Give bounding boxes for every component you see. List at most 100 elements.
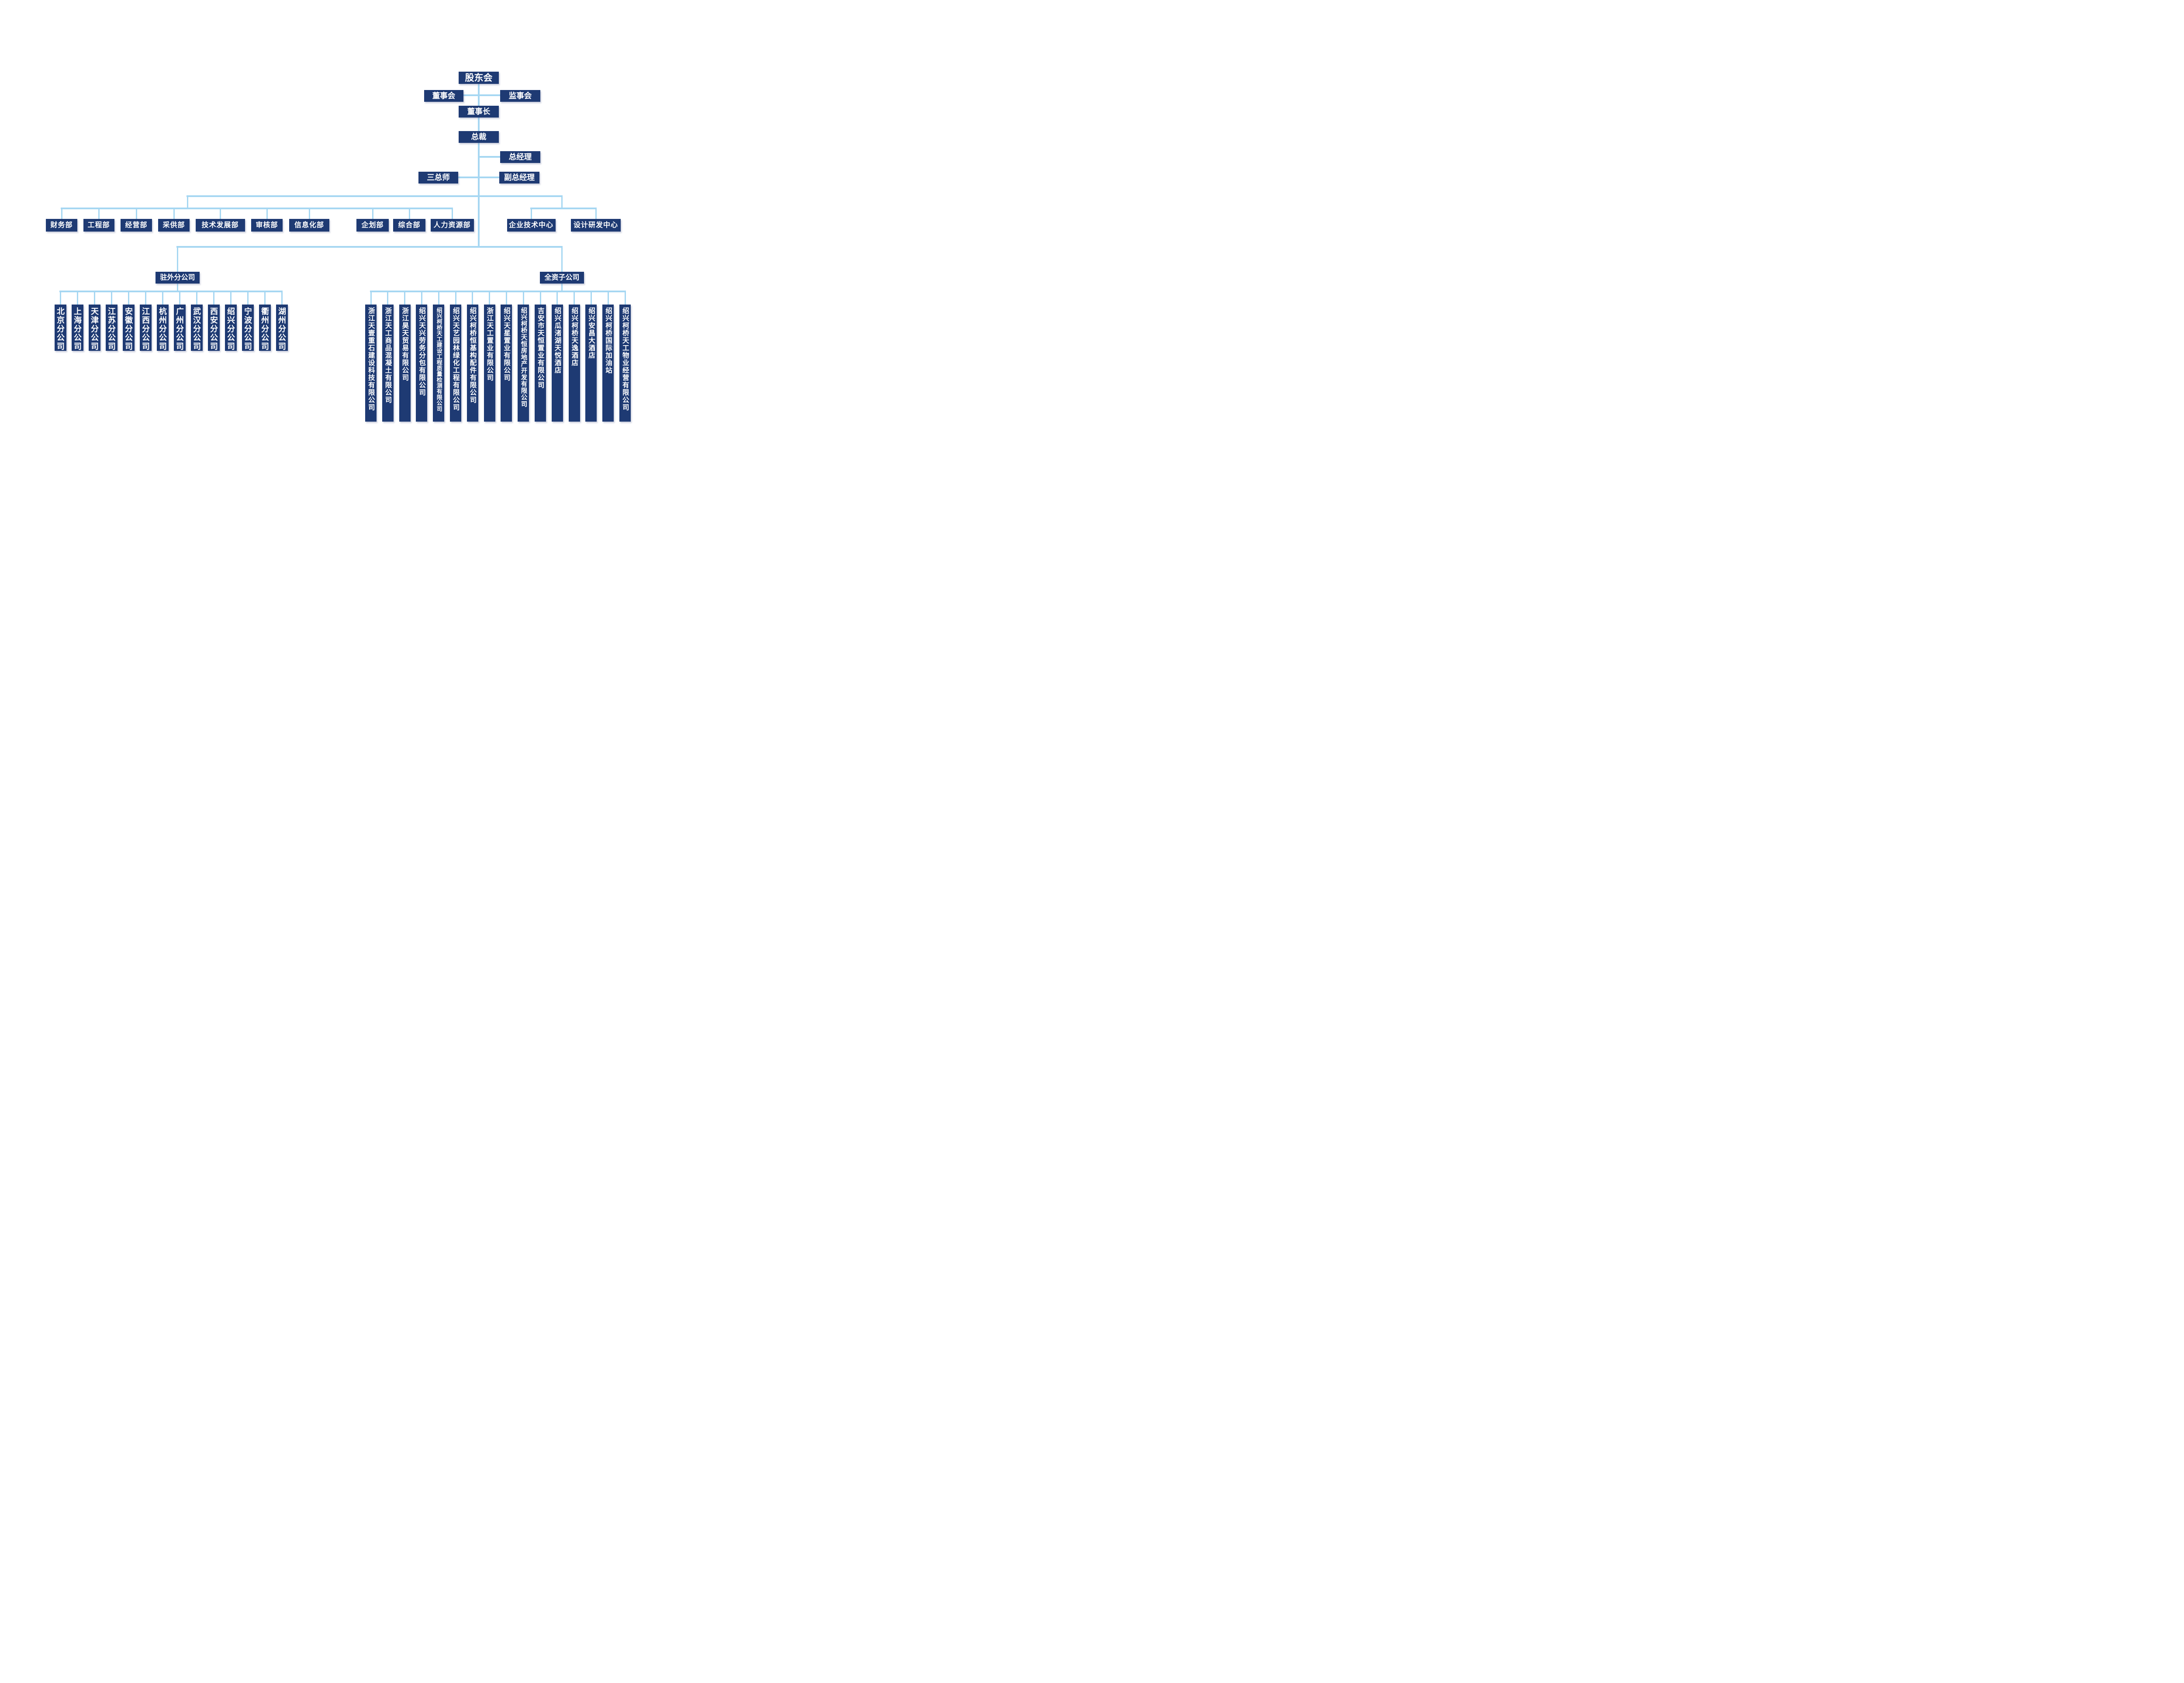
department-box: 审核部 bbox=[251, 219, 283, 232]
connector-line bbox=[438, 291, 439, 305]
branch-company-box: 西安分公司 bbox=[207, 305, 220, 351]
connector-line bbox=[370, 291, 626, 292]
branch-company-box: 上海分公司 bbox=[71, 305, 83, 351]
subsidiary-company-box: 浙江天工商品混凝土有限公司 bbox=[382, 305, 394, 422]
branch-company-box: 安徽分公司 bbox=[122, 305, 135, 351]
connector-line bbox=[61, 208, 453, 209]
department-box: 综合部 bbox=[393, 219, 425, 232]
connector-line bbox=[590, 291, 592, 305]
connector-line bbox=[463, 94, 500, 96]
connector-line bbox=[162, 291, 163, 305]
connector-line bbox=[478, 118, 480, 131]
subsidiary-company-box: 浙江天工置业有限公司 bbox=[484, 305, 495, 422]
subsidiary-company-box: 绍兴柯桥天工物业经营有限公司 bbox=[619, 305, 631, 422]
connector-line bbox=[281, 291, 283, 305]
subsidiary-company-box: 浙江天壹重石建设科技有限公司 bbox=[365, 305, 377, 422]
subsidiary-company-box: 绍兴安昌大酒店 bbox=[585, 305, 597, 422]
department-box: 信息化部 bbox=[289, 219, 329, 232]
connector-line bbox=[451, 208, 453, 220]
connector-line bbox=[530, 208, 597, 209]
subsidiary-company-box: 浙江昊天贸易有限公司 bbox=[399, 305, 411, 422]
connector-line bbox=[574, 291, 575, 305]
connector-line bbox=[479, 156, 500, 158]
subsidiary-company-box: 绍兴柯桥恒基构配件有限公司 bbox=[467, 305, 478, 422]
connector-line bbox=[128, 291, 129, 305]
branch-company-box: 天津分公司 bbox=[88, 305, 100, 351]
node-chairman: 董事长 bbox=[459, 106, 499, 118]
department-box: 设计研发中心 bbox=[571, 219, 621, 232]
connector-line bbox=[179, 291, 180, 305]
connector-line bbox=[219, 208, 221, 220]
node-branch-group-label: 驻外分公司 bbox=[156, 272, 200, 284]
subsidiary-company-box: 绍兴瓜渚湖天悦酒店 bbox=[551, 305, 563, 422]
department-box: 采供部 bbox=[158, 219, 190, 232]
connector-line bbox=[561, 195, 563, 208]
connector-line bbox=[59, 291, 283, 292]
connector-line bbox=[372, 208, 373, 220]
connector-line bbox=[458, 177, 499, 178]
connector-line bbox=[177, 284, 178, 291]
org-chart-canvas: 股东会 董事会 监事会 董事长 总裁 总经理 三总师 副总经理 驻外分公司 全资… bbox=[0, 0, 675, 472]
connector-line bbox=[478, 142, 480, 248]
connector-line bbox=[59, 291, 61, 305]
connector-line bbox=[135, 208, 137, 220]
subsidiary-company-box: 绍兴柯桥天逸酒店 bbox=[568, 305, 580, 422]
connector-line bbox=[213, 291, 214, 305]
connector-line bbox=[111, 291, 112, 305]
connector-line bbox=[173, 208, 175, 220]
branch-company-box: 衢州分公司 bbox=[259, 305, 271, 351]
connector-line bbox=[595, 208, 597, 220]
branch-company-box: 绍兴分公司 bbox=[225, 305, 237, 351]
department-box: 技术发展部 bbox=[195, 219, 245, 232]
subsidiary-company-box: 吉安市天恒置业有限公司 bbox=[535, 305, 546, 422]
department-box: 财务部 bbox=[46, 219, 77, 232]
node-supervisory-board: 监事会 bbox=[500, 90, 540, 102]
branch-company-box: 武汉分公司 bbox=[190, 305, 203, 351]
connector-line bbox=[230, 291, 232, 305]
branch-company-box: 广州分公司 bbox=[173, 305, 186, 351]
connector-line bbox=[187, 195, 188, 208]
connector-line bbox=[93, 291, 95, 305]
connector-line bbox=[561, 247, 563, 272]
branch-company-box: 杭州分公司 bbox=[156, 305, 169, 351]
node-general-manager: 总经理 bbox=[500, 151, 540, 163]
connector-line bbox=[187, 195, 563, 197]
connector-line bbox=[145, 291, 146, 305]
node-board-of-directors: 董事会 bbox=[424, 90, 463, 102]
connector-line bbox=[505, 291, 507, 305]
connector-line bbox=[266, 208, 268, 220]
branch-company-box: 湖州分公司 bbox=[276, 305, 288, 351]
connector-line bbox=[489, 291, 491, 305]
connector-line bbox=[624, 291, 626, 305]
branch-company-box: 江西分公司 bbox=[139, 305, 152, 351]
connector-line bbox=[247, 291, 249, 305]
connector-line bbox=[539, 291, 541, 305]
connector-line bbox=[308, 208, 310, 220]
connector-line bbox=[455, 291, 456, 305]
connector-line bbox=[530, 208, 532, 220]
connector-line bbox=[177, 247, 178, 272]
connector-line bbox=[264, 291, 266, 305]
node-subsidiary-group-label: 全资子公司 bbox=[540, 272, 584, 284]
department-box: 工程部 bbox=[83, 219, 114, 232]
node-president: 总裁 bbox=[459, 131, 499, 143]
node-three-chief-engineers: 三总师 bbox=[418, 172, 458, 184]
branch-company-box: 宁波分公司 bbox=[242, 305, 254, 351]
connector-line bbox=[404, 291, 406, 305]
connector-line bbox=[176, 246, 563, 248]
department-box: 企业技术中心 bbox=[507, 219, 556, 232]
connector-line bbox=[387, 291, 389, 305]
connector-line bbox=[408, 208, 410, 220]
department-box: 企划部 bbox=[356, 219, 389, 232]
subsidiary-company-box: 绍兴天星置业有限公司 bbox=[501, 305, 512, 422]
connector-line bbox=[370, 291, 372, 305]
connector-line bbox=[196, 291, 197, 305]
branch-company-box: 江苏分公司 bbox=[105, 305, 117, 351]
connector-line bbox=[561, 284, 563, 291]
connector-line bbox=[472, 291, 473, 305]
subsidiary-company-box: 绍兴天艺园林绿化工程有限公司 bbox=[450, 305, 461, 422]
connector-line bbox=[61, 208, 62, 220]
subsidiary-company-box: 绍兴柯桥天工建设工程质量检测有限公司 bbox=[433, 305, 445, 422]
connector-line bbox=[556, 291, 558, 305]
subsidiary-company-box: 绍兴天兴劳务分包有限公司 bbox=[416, 305, 428, 422]
